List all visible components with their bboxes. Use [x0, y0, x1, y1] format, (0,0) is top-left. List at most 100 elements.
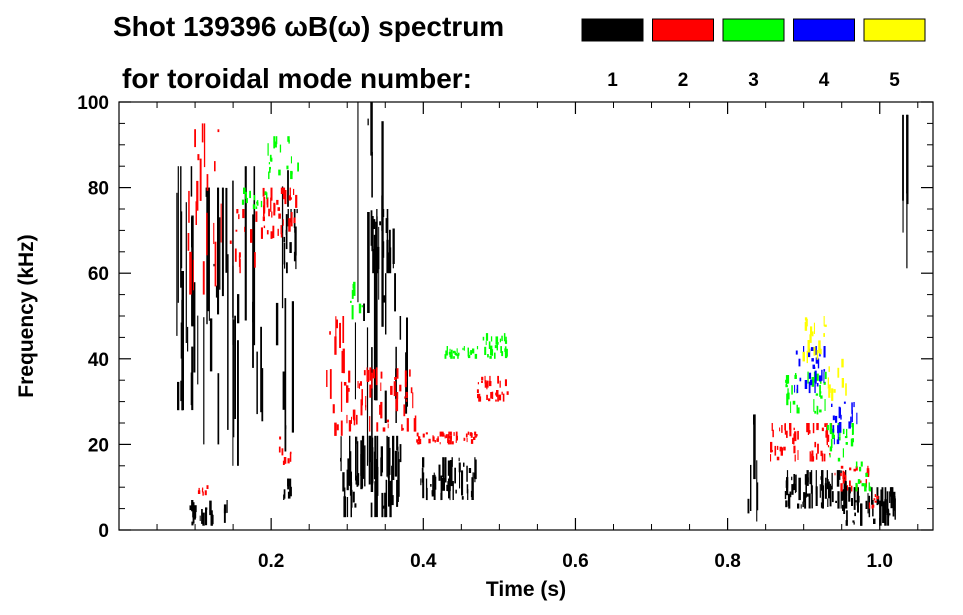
- spectrum-mark: [455, 489, 457, 494]
- spectrum-mark: [293, 188, 295, 195]
- spectrum-mark: [341, 350, 344, 373]
- spectrum-mark: [355, 436, 357, 481]
- spectrum-mark: [877, 496, 880, 505]
- spectrum-mark: [438, 464, 441, 481]
- spectrum-mark: [497, 375, 499, 384]
- spectrum-mark: [281, 448, 284, 456]
- spectrum-mark: [889, 513, 891, 516]
- spectrum-mark: [846, 428, 848, 438]
- spectrum-mark: [864, 483, 867, 492]
- spectrum-mark: [193, 282, 196, 373]
- series-1-region-10: [420, 457, 477, 501]
- spectrum-mark: [282, 187, 286, 200]
- spectrum-mark: [273, 136, 275, 149]
- spectrum-mark: [201, 123, 204, 143]
- spectrum-mark: [410, 387, 413, 394]
- spectrum-mark: [392, 435, 395, 480]
- spectrum-mark: [500, 346, 502, 353]
- spectrum-mark: [376, 246, 380, 270]
- spectrum-mark: [840, 485, 842, 509]
- series-3-region-2: [350, 281, 364, 320]
- plot-area: 0.2 0.4 0.6 0.8 1.0 0 20 40 60 80 100: [77, 93, 934, 572]
- spectrum-mark: [815, 470, 817, 495]
- spectrum-mark: [817, 443, 819, 454]
- spectrum-mark: [790, 401, 792, 413]
- spectrum-mark: [439, 431, 442, 437]
- spectrum-mark: [371, 372, 373, 389]
- spectrum-mark: [346, 414, 348, 424]
- spectrum-mark: [422, 433, 425, 438]
- legend-swatch-1: [581, 18, 644, 42]
- spectrum-mark: [454, 467, 456, 484]
- spectrum-mark: [335, 319, 338, 329]
- spectrum-mark: [379, 404, 382, 415]
- spectrum-mark: [275, 136, 278, 145]
- spectrum-mark: [203, 123, 206, 168]
- spectrum-mark: [440, 475, 443, 500]
- spectrum-mark: [812, 364, 815, 369]
- spectrum-mark: [278, 213, 281, 219]
- spectrum-mark: [351, 416, 352, 424]
- spectrum-mark: [369, 416, 371, 432]
- spectrum-mark: [821, 470, 823, 491]
- spectrum-mark: [473, 472, 477, 479]
- spectrum-mark: [478, 396, 482, 402]
- y-tick-label: 60: [88, 264, 109, 285]
- spectrum-mark: [206, 485, 209, 489]
- spectrum-mark: [432, 475, 434, 497]
- spectrum-mark: [470, 433, 473, 438]
- spectrum-mark: [334, 336, 337, 355]
- spectrum-mark: [428, 438, 431, 444]
- spectrum-mark: [828, 388, 831, 398]
- spectrum-mark: [786, 430, 788, 438]
- spectrum-mark: [349, 435, 351, 481]
- spectrum-mark: [457, 353, 459, 359]
- spectrum-mark: [841, 358, 844, 368]
- y-tick-label: 20: [88, 435, 109, 456]
- spectrum-mark: [803, 346, 805, 353]
- spectrum-mark: [456, 348, 458, 353]
- spectrum-mark: [449, 348, 451, 353]
- spectrum-mark: [791, 385, 793, 395]
- spectrum-mark: [811, 331, 814, 337]
- spectrum-mark: [284, 425, 287, 452]
- spectrum-mark: [823, 346, 826, 358]
- spectrum-mark: [283, 489, 286, 499]
- spectrum-mark: [816, 350, 819, 360]
- spectrum-mark: [444, 435, 446, 439]
- series-2-region-1: [229, 209, 258, 274]
- spectrum-mark: [371, 216, 374, 252]
- spectrum-mark: [414, 415, 417, 432]
- spectrum-mark: [234, 248, 237, 262]
- spectrum-mark: [447, 434, 450, 439]
- series-5-region-1: [827, 358, 847, 401]
- spectrum-mark: [176, 192, 178, 336]
- spectrum-mark: [787, 493, 790, 507]
- spectrum-mark: [433, 476, 435, 500]
- series-1-region-11: [747, 414, 759, 522]
- spectrum-mark: [439, 442, 441, 445]
- spectrum-mark: [488, 341, 491, 349]
- series-2-region-9: [770, 423, 833, 462]
- spectrum-mark: [379, 221, 382, 226]
- spectrum-mark: [262, 216, 265, 222]
- spectrum-mark: [843, 401, 846, 404]
- spectrum-mark: [210, 513, 213, 526]
- spectrum-mark: [854, 500, 857, 503]
- plot-frame: [118, 101, 934, 531]
- spectrum-mark: [446, 484, 448, 491]
- spectrum-mark: [455, 352, 458, 356]
- spectrum-mark: [274, 141, 277, 148]
- spectrum-mark: [351, 289, 354, 299]
- spectrum-mark: [387, 423, 389, 429]
- spectrum-mark: [450, 354, 453, 359]
- spectrum-mark: [793, 433, 796, 439]
- spectrum-mark: [270, 158, 273, 162]
- spectrum-mark: [349, 482, 353, 496]
- spectrum-mark: [793, 474, 795, 491]
- spectrum-mark: [481, 376, 484, 381]
- spectrum-mark: [880, 489, 882, 506]
- spectrum-mark: [189, 251, 192, 295]
- spectrum-mark: [329, 331, 331, 335]
- spectrum-mark: [868, 502, 870, 509]
